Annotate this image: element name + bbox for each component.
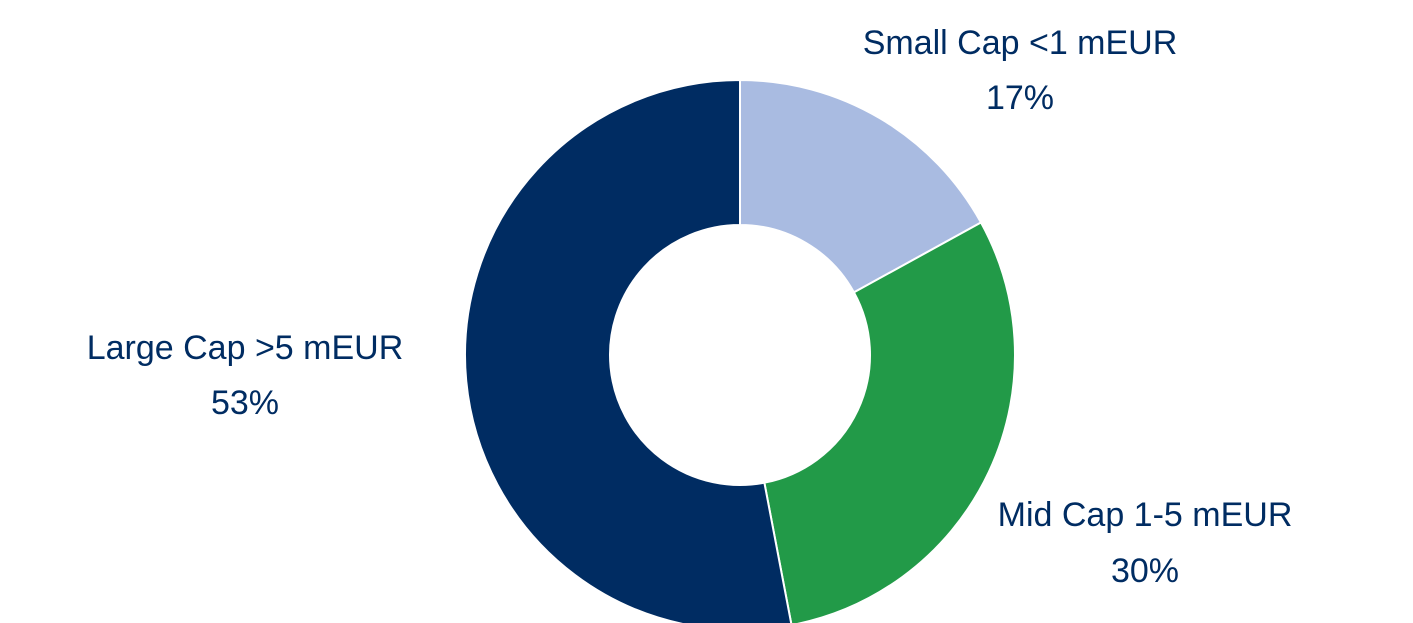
donut-slice [464,78,793,623]
slice-label: Large Cap >5 mEUR [87,329,404,367]
slice-label: Mid Cap 1-5 mEUR [998,496,1293,534]
donut-slice [739,78,983,294]
slice-value-label: 17% [986,79,1054,117]
slice-label: Small Cap <1 mEUR [863,24,1178,62]
slice-value-label: 53% [211,384,279,422]
slice-value-label: 30% [1111,552,1179,590]
donut-slice [763,221,1016,623]
